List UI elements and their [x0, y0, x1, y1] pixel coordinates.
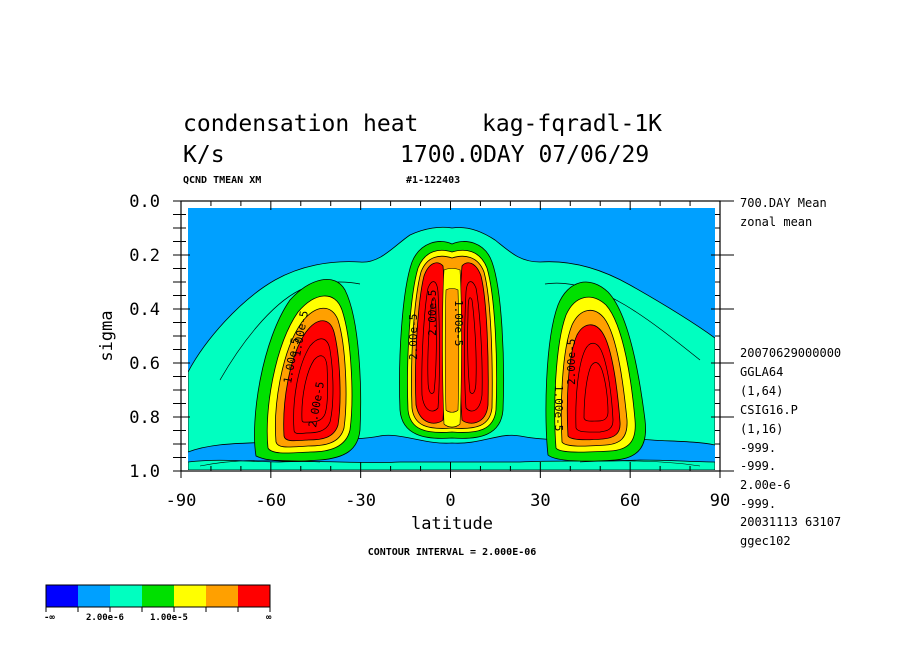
y-tick-label: 0.4	[129, 300, 160, 320]
colorbar-swatch	[46, 585, 78, 607]
colorbar-label: 2.00e-6	[86, 613, 124, 623]
axis-ticks	[173, 200, 734, 478]
meta-line: CSIG16.P	[740, 403, 798, 417]
colorbar-swatch	[110, 585, 142, 607]
side-meta: 20070629000000 GGLA64 (1,64) CSIG16.P (1…	[740, 346, 841, 548]
side-info: 700.DAY Mean zonal mean	[740, 196, 827, 229]
y-tick-label: 0.0	[129, 192, 160, 212]
southern-cell	[254, 279, 362, 462]
x-tick-label: -30	[345, 491, 376, 511]
meta-line: -999.	[740, 459, 776, 473]
variable-label: QCND TMEAN XM	[183, 175, 261, 186]
colorbar-swatch	[78, 585, 110, 607]
side-info-line: 700.DAY Mean	[740, 196, 827, 210]
colorbar	[45, 584, 271, 612]
meta-line: -999.	[740, 497, 776, 511]
colorbar-frame	[45, 584, 271, 608]
colorbar-labels: -∞ 2.00e-6 1.00e-5 ∞	[44, 613, 272, 623]
x-tick-labels: -90 -60 -30 0 30 60 90	[166, 491, 731, 511]
meta-line: 20031113 63107	[740, 515, 841, 529]
colorbar-label: -∞	[44, 613, 55, 623]
contour-label: 1.00e-5	[452, 300, 465, 346]
y-axis-label: sigma	[97, 310, 117, 361]
y-tick-label: 0.2	[129, 246, 160, 266]
x-tick-label: 0	[445, 491, 455, 511]
meta-line: 2.00e-6	[740, 478, 791, 492]
contour-label: 2.00e-5	[407, 314, 420, 360]
contour-label: 2.00e-5	[426, 290, 439, 336]
colorbar-swatch	[206, 585, 238, 607]
northern-cell	[545, 281, 646, 462]
colorbar-swatch	[142, 585, 174, 607]
meta-line: 20070629000000	[740, 346, 841, 360]
colorbar-swatch	[174, 585, 206, 607]
x-axis-label: latitude	[411, 514, 493, 534]
colorbar-label: 1.00e-5	[150, 613, 188, 623]
run-id: #1-122403	[406, 175, 460, 186]
meta-line: GGLA64	[740, 365, 783, 379]
y-tick-label: 0.8	[129, 408, 160, 428]
x-tick-label: 60	[620, 491, 640, 511]
units-label: K/s	[183, 142, 225, 168]
contour-label: 1.00e-5	[552, 385, 565, 431]
x-tick-label: 90	[710, 491, 730, 511]
y-tick-label: 1.0	[129, 462, 160, 482]
x-tick-label: -60	[255, 491, 286, 511]
date-stamp: 1700.0DAY 07/06/29	[400, 142, 649, 168]
equatorial-cell	[399, 241, 504, 439]
contour-label: 2.00e-5	[565, 339, 578, 385]
contour-interval: CONTOUR INTERVAL = 2.000E-06	[368, 547, 537, 558]
side-info-line: zonal mean	[740, 215, 812, 229]
chart-title-overlap: kag-fqradl-1K	[482, 111, 662, 137]
colorbar-label: ∞	[266, 613, 272, 623]
contour-field	[188, 208, 715, 470]
y-tick-label: 0.6	[129, 354, 160, 374]
contour-labels: 1.00e-5 1.00e-5 2.00e-5 2.00e-5 2.00e-5 …	[281, 290, 578, 432]
colorbar-swatch	[238, 585, 270, 607]
y-tick-labels: 0.0 0.2 0.4 0.6 0.8 1.0	[129, 192, 160, 482]
x-tick-label: 30	[530, 491, 550, 511]
meta-line: -999.	[740, 441, 776, 455]
meta-line: ggec102	[740, 534, 791, 548]
x-tick-label: -90	[166, 491, 197, 511]
meta-line: (1,16)	[740, 422, 783, 436]
chart-title: condensation heat	[183, 111, 418, 137]
meta-line: (1,64)	[740, 384, 783, 398]
